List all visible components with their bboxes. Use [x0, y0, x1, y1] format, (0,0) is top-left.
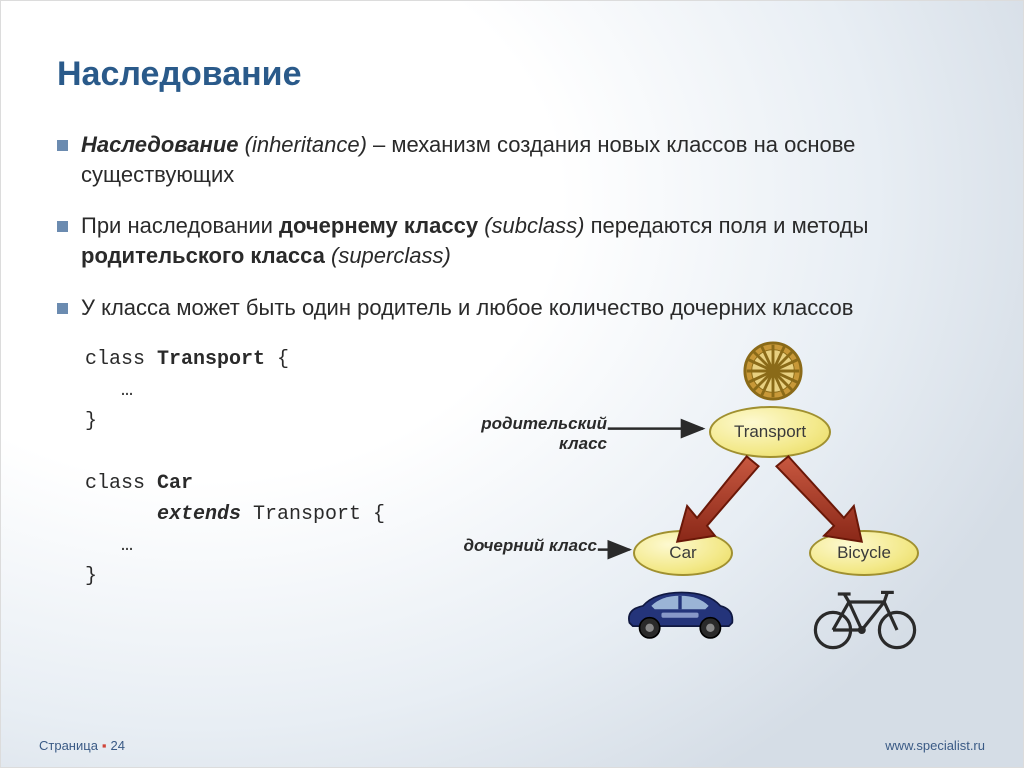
bullet-2-b1: дочернему классу [279, 213, 478, 238]
page-indicator: Страница▪24 [39, 738, 125, 753]
bullet-2-pre: При наследовании [81, 213, 279, 238]
slide-title: Наследование [57, 55, 963, 94]
bicycle-icon [809, 586, 921, 650]
node-car: Car [633, 530, 733, 576]
child-class-label: дочерний класс [437, 536, 597, 556]
footer-url: www.specialist.ru [885, 738, 985, 753]
bullet-1-paren: (inheritance) [245, 132, 367, 157]
bullet-2-p2: (superclass) [325, 243, 451, 268]
inheritance-diagram: родительский класс дочерний класс [447, 344, 963, 664]
bullet-2-mid: передаются поля и методы [584, 213, 868, 238]
code-block: class Transport { … } class Car extends … [57, 344, 427, 664]
bullet-1: Наследование (inheritance) – механизм со… [57, 130, 963, 189]
bullet-3: У класса может быть один родитель и любо… [57, 293, 963, 323]
node-bicycle: Bicycle [809, 530, 919, 576]
bullet-list: Наследование (inheritance) – механизм со… [57, 130, 963, 322]
bullet-3-text: У класса может быть один родитель и любо… [81, 295, 853, 320]
bullet-1-term: Наследование [81, 132, 239, 157]
bullet-2-p1: (subclass) [478, 213, 584, 238]
node-transport: Transport [709, 406, 831, 458]
bullet-2: При наследовании дочернему классу (subcl… [57, 211, 963, 270]
parent-class-label: родительский класс [447, 414, 607, 454]
wheel-icon [742, 340, 804, 402]
bullet-2-b2: родительского класса [81, 243, 325, 268]
car-icon [621, 584, 739, 643]
slide-footer: Страница▪24 www.specialist.ru [39, 738, 985, 753]
